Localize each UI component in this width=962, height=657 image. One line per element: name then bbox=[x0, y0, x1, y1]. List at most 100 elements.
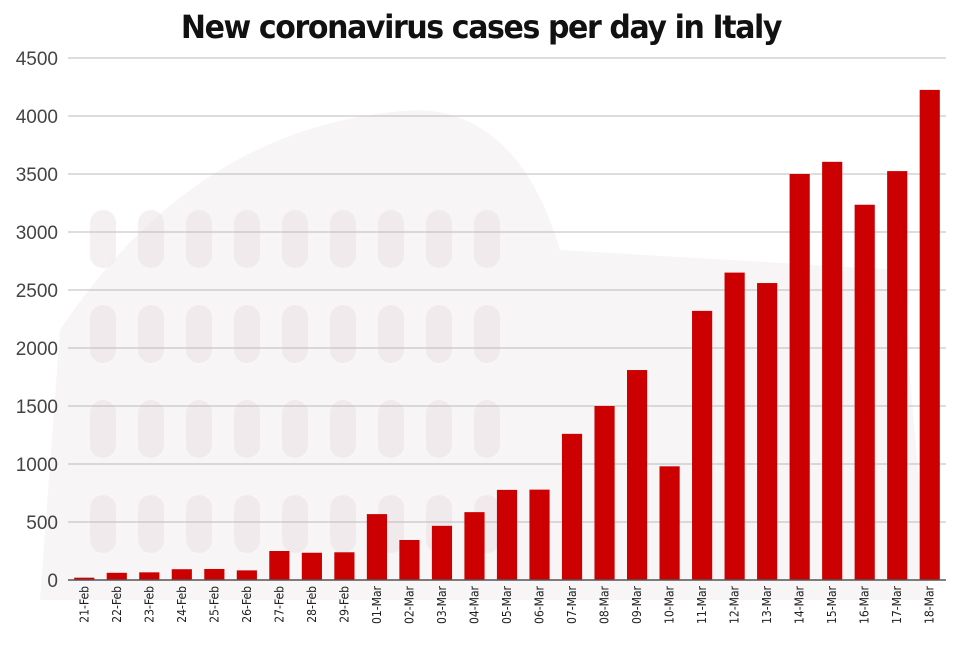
x-tick-label: 22-Feb bbox=[110, 586, 124, 623]
bar-13-Mar bbox=[757, 283, 778, 580]
watermark-arch bbox=[330, 210, 356, 268]
bar-05-Mar bbox=[496, 489, 518, 580]
bar-24-Feb bbox=[171, 569, 192, 580]
watermark-arch bbox=[426, 400, 452, 458]
watermark-arch bbox=[186, 400, 212, 458]
y-tick-label: 3000 bbox=[16, 223, 58, 244]
watermark-arch bbox=[138, 400, 164, 458]
x-tick-label: 18-Mar bbox=[923, 585, 937, 624]
watermark-arch bbox=[138, 210, 164, 268]
y-tick-label: 4000 bbox=[16, 107, 58, 128]
watermark-arch bbox=[330, 305, 356, 363]
x-tick-label: 08-Mar bbox=[598, 585, 612, 624]
bar-02-Mar bbox=[399, 539, 420, 580]
watermark-arch bbox=[474, 210, 500, 268]
bar-09-Mar bbox=[626, 370, 648, 580]
bar-21-Feb bbox=[74, 577, 95, 580]
watermark-arch bbox=[186, 495, 212, 553]
x-tick-label: 01-Mar bbox=[370, 585, 384, 624]
bar-11-Mar bbox=[692, 310, 713, 580]
bar-23-Feb bbox=[139, 572, 160, 580]
watermark-arch bbox=[378, 400, 404, 458]
y-tick-label: 2500 bbox=[16, 281, 58, 302]
x-tick-label: 15-Mar bbox=[825, 585, 839, 624]
x-tick-label: 11-Mar bbox=[695, 585, 709, 624]
watermark-arch bbox=[474, 305, 500, 363]
bar-25-Feb bbox=[204, 568, 225, 580]
x-tick-label: 06-Mar bbox=[533, 585, 547, 624]
watermark-arch bbox=[138, 305, 164, 363]
bar-12-Mar bbox=[724, 272, 745, 580]
x-tick-label: 29-Feb bbox=[337, 586, 351, 623]
watermark-arch bbox=[426, 210, 452, 268]
bar-16-Mar bbox=[854, 204, 875, 581]
x-tick-label: 13-Mar bbox=[760, 585, 774, 624]
bar-17-Mar bbox=[887, 171, 908, 580]
watermark-arch bbox=[378, 210, 404, 268]
y-axis-ticks: 0 500 1000 1500 2000 2500 3000 3500 4000 4500 bbox=[16, 49, 58, 592]
x-axis-ticks: 21-Feb 22-Feb 23-Feb 24-Feb 25-Feb 26-Feb 27-F… bbox=[77, 585, 936, 624]
watermark-arch bbox=[234, 495, 260, 553]
watermark-arch bbox=[378, 305, 404, 363]
x-tick-label: 04-Mar bbox=[467, 585, 481, 624]
bar-04-Mar bbox=[464, 512, 485, 580]
watermark-arch bbox=[330, 400, 356, 458]
watermark-arch bbox=[282, 400, 308, 458]
watermark-arch bbox=[234, 210, 260, 268]
y-tick-label: 4500 bbox=[16, 49, 58, 70]
bar-18-Mar bbox=[919, 89, 940, 581]
watermark-arch bbox=[90, 495, 116, 553]
watermark-arch bbox=[474, 400, 500, 458]
y-tick-label: 2000 bbox=[16, 339, 58, 360]
bar-06-Mar bbox=[529, 489, 550, 580]
bar-03-Mar bbox=[431, 525, 453, 580]
bar-27-Feb bbox=[269, 551, 290, 580]
y-tick-label: 1000 bbox=[16, 455, 58, 476]
watermark-arch bbox=[186, 210, 212, 268]
x-tick-label: 25-Feb bbox=[207, 586, 221, 623]
x-tick-label: 14-Mar bbox=[793, 585, 807, 624]
watermark-arch bbox=[90, 400, 116, 458]
y-tick-label: 3500 bbox=[16, 165, 58, 186]
watermark-arch bbox=[426, 305, 452, 363]
bar-22-Feb bbox=[106, 572, 127, 580]
watermark-arch bbox=[282, 305, 308, 363]
x-tick-label: 24-Feb bbox=[175, 586, 189, 623]
watermark-arch bbox=[90, 210, 116, 268]
x-tick-label: 12-Mar bbox=[728, 585, 742, 624]
x-tick-label: 26-Feb bbox=[240, 586, 254, 623]
x-tick-label: 28-Feb bbox=[305, 586, 319, 623]
x-tick-label: 09-Mar bbox=[630, 585, 644, 624]
watermark-arch bbox=[282, 210, 308, 268]
bar-01-Mar bbox=[366, 514, 388, 580]
y-tick-label: 0 bbox=[47, 571, 58, 592]
watermark-arch bbox=[282, 495, 308, 553]
bar-10-Mar bbox=[659, 466, 680, 580]
x-tick-label: 21-Feb bbox=[77, 586, 91, 623]
y-tick-label: 1500 bbox=[16, 397, 58, 418]
bar-26-Feb bbox=[236, 570, 257, 580]
watermark-arch bbox=[234, 400, 260, 458]
bar-07-Mar bbox=[561, 433, 583, 580]
watermark-arch bbox=[330, 495, 356, 553]
watermark-arch bbox=[90, 305, 116, 363]
x-tick-label: 03-Mar bbox=[435, 585, 449, 624]
x-tick-label: 10-Mar bbox=[663, 585, 677, 624]
bar-08-Mar bbox=[594, 406, 615, 580]
bars bbox=[74, 89, 940, 581]
x-tick-label: 07-Mar bbox=[565, 585, 579, 624]
watermark-arch bbox=[186, 305, 212, 363]
bar-29-Feb bbox=[334, 552, 355, 580]
bar-14-Mar bbox=[789, 174, 810, 580]
chart-title: New coronavirus cases per day in Italy bbox=[180, 8, 783, 47]
watermark-arch bbox=[234, 305, 260, 363]
x-tick-label: 02-Mar bbox=[402, 585, 416, 624]
y-tick-label: 500 bbox=[26, 513, 58, 534]
x-tick-label: 27-Feb bbox=[272, 586, 286, 623]
x-tick-label: 17-Mar bbox=[890, 585, 904, 624]
bar-15-Mar bbox=[822, 161, 843, 580]
bar-28-Feb bbox=[301, 552, 322, 580]
x-tick-label: 23-Feb bbox=[142, 586, 156, 623]
